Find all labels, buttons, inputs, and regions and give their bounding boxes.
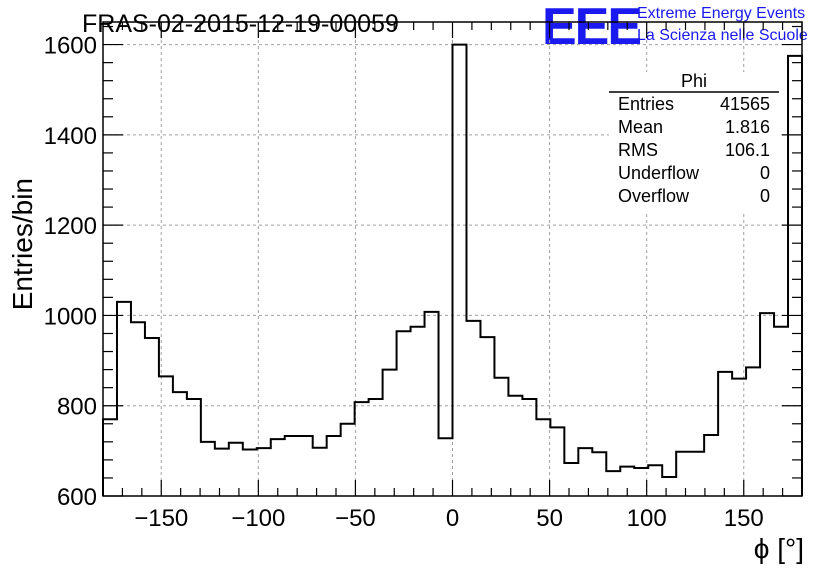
- y-tick-label: 1600: [44, 33, 97, 60]
- histogram-bin: [536, 419, 550, 496]
- histogram-bin: [494, 378, 508, 496]
- stats-row-label: Mean: [618, 117, 663, 137]
- histogram-bin: [732, 379, 746, 496]
- histogram-bin: [229, 443, 243, 496]
- histogram-bin: [425, 312, 439, 496]
- histogram-bin: [271, 439, 285, 496]
- histogram-bin: [145, 338, 159, 496]
- histogram-bin: [215, 449, 229, 496]
- histogram-bin: [788, 56, 802, 496]
- stats-row-label: Overflow: [618, 186, 690, 206]
- y-tick-label: 800: [57, 394, 97, 421]
- stats-rows: Entries 41565 Mean 1.816 RMS 106.1 Underflow 0 O…: [618, 94, 770, 206]
- histogram-bin: [243, 450, 257, 496]
- histogram-outline: [102, 43, 803, 496]
- histogram-bin: [718, 372, 732, 496]
- histogram-bin: [746, 367, 760, 496]
- histogram-bin: [341, 424, 355, 496]
- histogram-bin: [466, 321, 480, 496]
- histogram-bin: [662, 477, 676, 496]
- x-tick-label: 150: [724, 505, 764, 532]
- histogram-bin: [131, 322, 145, 496]
- histogram-bars: [102, 43, 803, 496]
- histogram-bin: [117, 302, 131, 496]
- y-axis-title: Entries/bin: [7, 178, 38, 310]
- x-tick-label: −150: [134, 505, 188, 532]
- histogram-bin: [103, 419, 117, 496]
- histogram-bin: [480, 337, 494, 496]
- histogram-bin: [187, 399, 201, 496]
- x-tick-label: 0: [446, 505, 459, 532]
- histogram-bin: [676, 452, 690, 496]
- histogram-bin: [760, 313, 774, 496]
- histogram-bin: [592, 452, 606, 496]
- histogram-bin: [774, 327, 788, 496]
- histogram-bin: [383, 370, 397, 496]
- histogram-bin: [159, 376, 173, 496]
- histogram-bin: [564, 463, 578, 496]
- histogram-bin: [285, 436, 299, 496]
- histogram-bin: [453, 45, 467, 496]
- x-axis-title: ϕ [°]: [754, 533, 804, 564]
- stats-box-background: [609, 72, 779, 212]
- stats-row-label: RMS: [618, 140, 658, 160]
- histogram-bin: [369, 399, 383, 496]
- stats-row-label: Underflow: [618, 163, 700, 183]
- histogram-bin: [201, 442, 215, 496]
- histogram-bin: [355, 402, 369, 496]
- histogram-bin: [313, 448, 327, 496]
- histogram-bin: [690, 452, 704, 496]
- stats-row-label: Entries: [618, 94, 674, 114]
- logo-line-1: Extreme Energy Events: [637, 5, 805, 22]
- y-tick-label: 600: [57, 484, 97, 511]
- histogram-bin: [522, 399, 536, 496]
- stats-row-value: 1.816: [725, 117, 770, 137]
- eee-logo: EEE: [542, 0, 640, 56]
- stats-box: Phi Entries 41565 Mean 1.816 RMS 106.1 Underfl…: [609, 71, 779, 212]
- histogram-bin: [439, 438, 453, 496]
- y-tick-label: 1400: [44, 123, 97, 150]
- x-tick-label: −50: [335, 505, 376, 532]
- chart-title: FRAS-02-2015-12-19-00059: [82, 10, 399, 38]
- histogram-bin: [411, 327, 425, 496]
- histogram-bin: [550, 427, 564, 496]
- stats-title: Phi: [681, 71, 707, 91]
- histogram-bin: [397, 331, 411, 496]
- histogram-bin: [327, 436, 341, 496]
- logo-line-2: La Scienza nelle Scuole: [637, 27, 808, 44]
- stats-row-value: 0: [760, 186, 770, 206]
- histogram-bin: [508, 396, 522, 496]
- histogram-bin: [704, 435, 718, 496]
- x-tick-label: −100: [231, 505, 285, 532]
- histogram-bin: [578, 448, 592, 496]
- stats-row-value: 41565: [720, 94, 770, 114]
- y-tick-label: 1200: [44, 213, 97, 240]
- histogram-bin: [173, 392, 187, 496]
- histogram-bin: [299, 436, 313, 496]
- stats-row-value: 0: [760, 163, 770, 183]
- histogram-bin: [648, 465, 662, 496]
- y-tick-label: 1000: [44, 303, 97, 330]
- x-tick-label: 50: [536, 505, 563, 532]
- stats-row-value: 106.1: [725, 140, 770, 160]
- x-tick-label: 100: [627, 505, 667, 532]
- axes: −150 −100 −50 0 50 100 150 600 800 1000 1200 1400 16…: [44, 21, 803, 532]
